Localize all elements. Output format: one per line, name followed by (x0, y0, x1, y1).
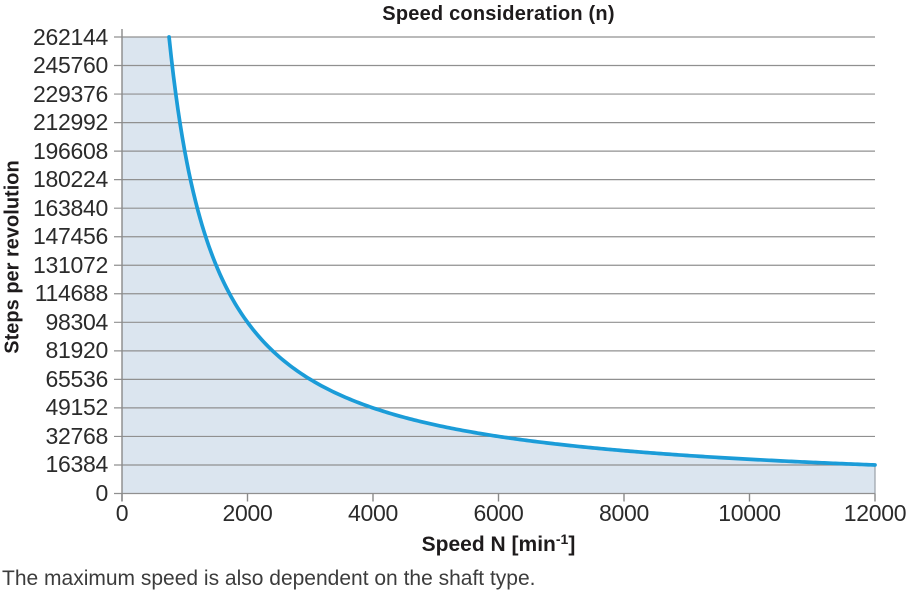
y-tick-label: 49152 (45, 394, 109, 421)
x-tick-label: 8000 (599, 500, 649, 526)
area-fill (122, 37, 875, 494)
chart-title: Speed consideration (n) (382, 3, 615, 25)
figure-caption: The maximum speed is also dependent on t… (2, 567, 536, 590)
y-tick-label: 114688 (34, 280, 109, 307)
y-tick-label: 81920 (45, 337, 109, 364)
speed-curve (167, 35, 877, 467)
x-tick-label: 0 (115, 500, 129, 526)
y-tick-label: 16384 (45, 451, 109, 478)
y-tick-label: 212992 (33, 109, 108, 136)
y-tick-label: 32768 (45, 422, 109, 449)
y-tick-label: 98304 (45, 308, 109, 335)
x-tick-label: 4000 (348, 500, 398, 526)
y-axis-title: Steps per revolution (1, 160, 24, 354)
x-tick-label: 2000 (222, 500, 273, 526)
y-tick-label: 131072 (33, 251, 108, 278)
y-tick-label: 163840 (33, 194, 108, 221)
y-tick-label: 229376 (33, 80, 108, 107)
x-axis-title-superscript: -1 (555, 531, 569, 547)
y-tick-label: 147456 (33, 223, 108, 250)
y-tick-label: 245760 (33, 52, 108, 79)
y-tick-label: 0 (95, 480, 109, 506)
y-tick-label: 180224 (33, 166, 108, 193)
y-tick-label: 196608 (33, 137, 108, 164)
y-tick-label: 65536 (45, 365, 109, 392)
x-axis-title: Speed N [min-1] (122, 531, 875, 557)
x-axis-title-main: Speed N [min (421, 533, 556, 556)
x-tick-label: 10000 (718, 500, 781, 526)
x-axis-title-close: ] (568, 533, 576, 556)
y-tick-label: 262144 (33, 23, 108, 50)
x-tick-label: 6000 (473, 500, 524, 526)
x-tick-label: 12000 (843, 500, 907, 526)
